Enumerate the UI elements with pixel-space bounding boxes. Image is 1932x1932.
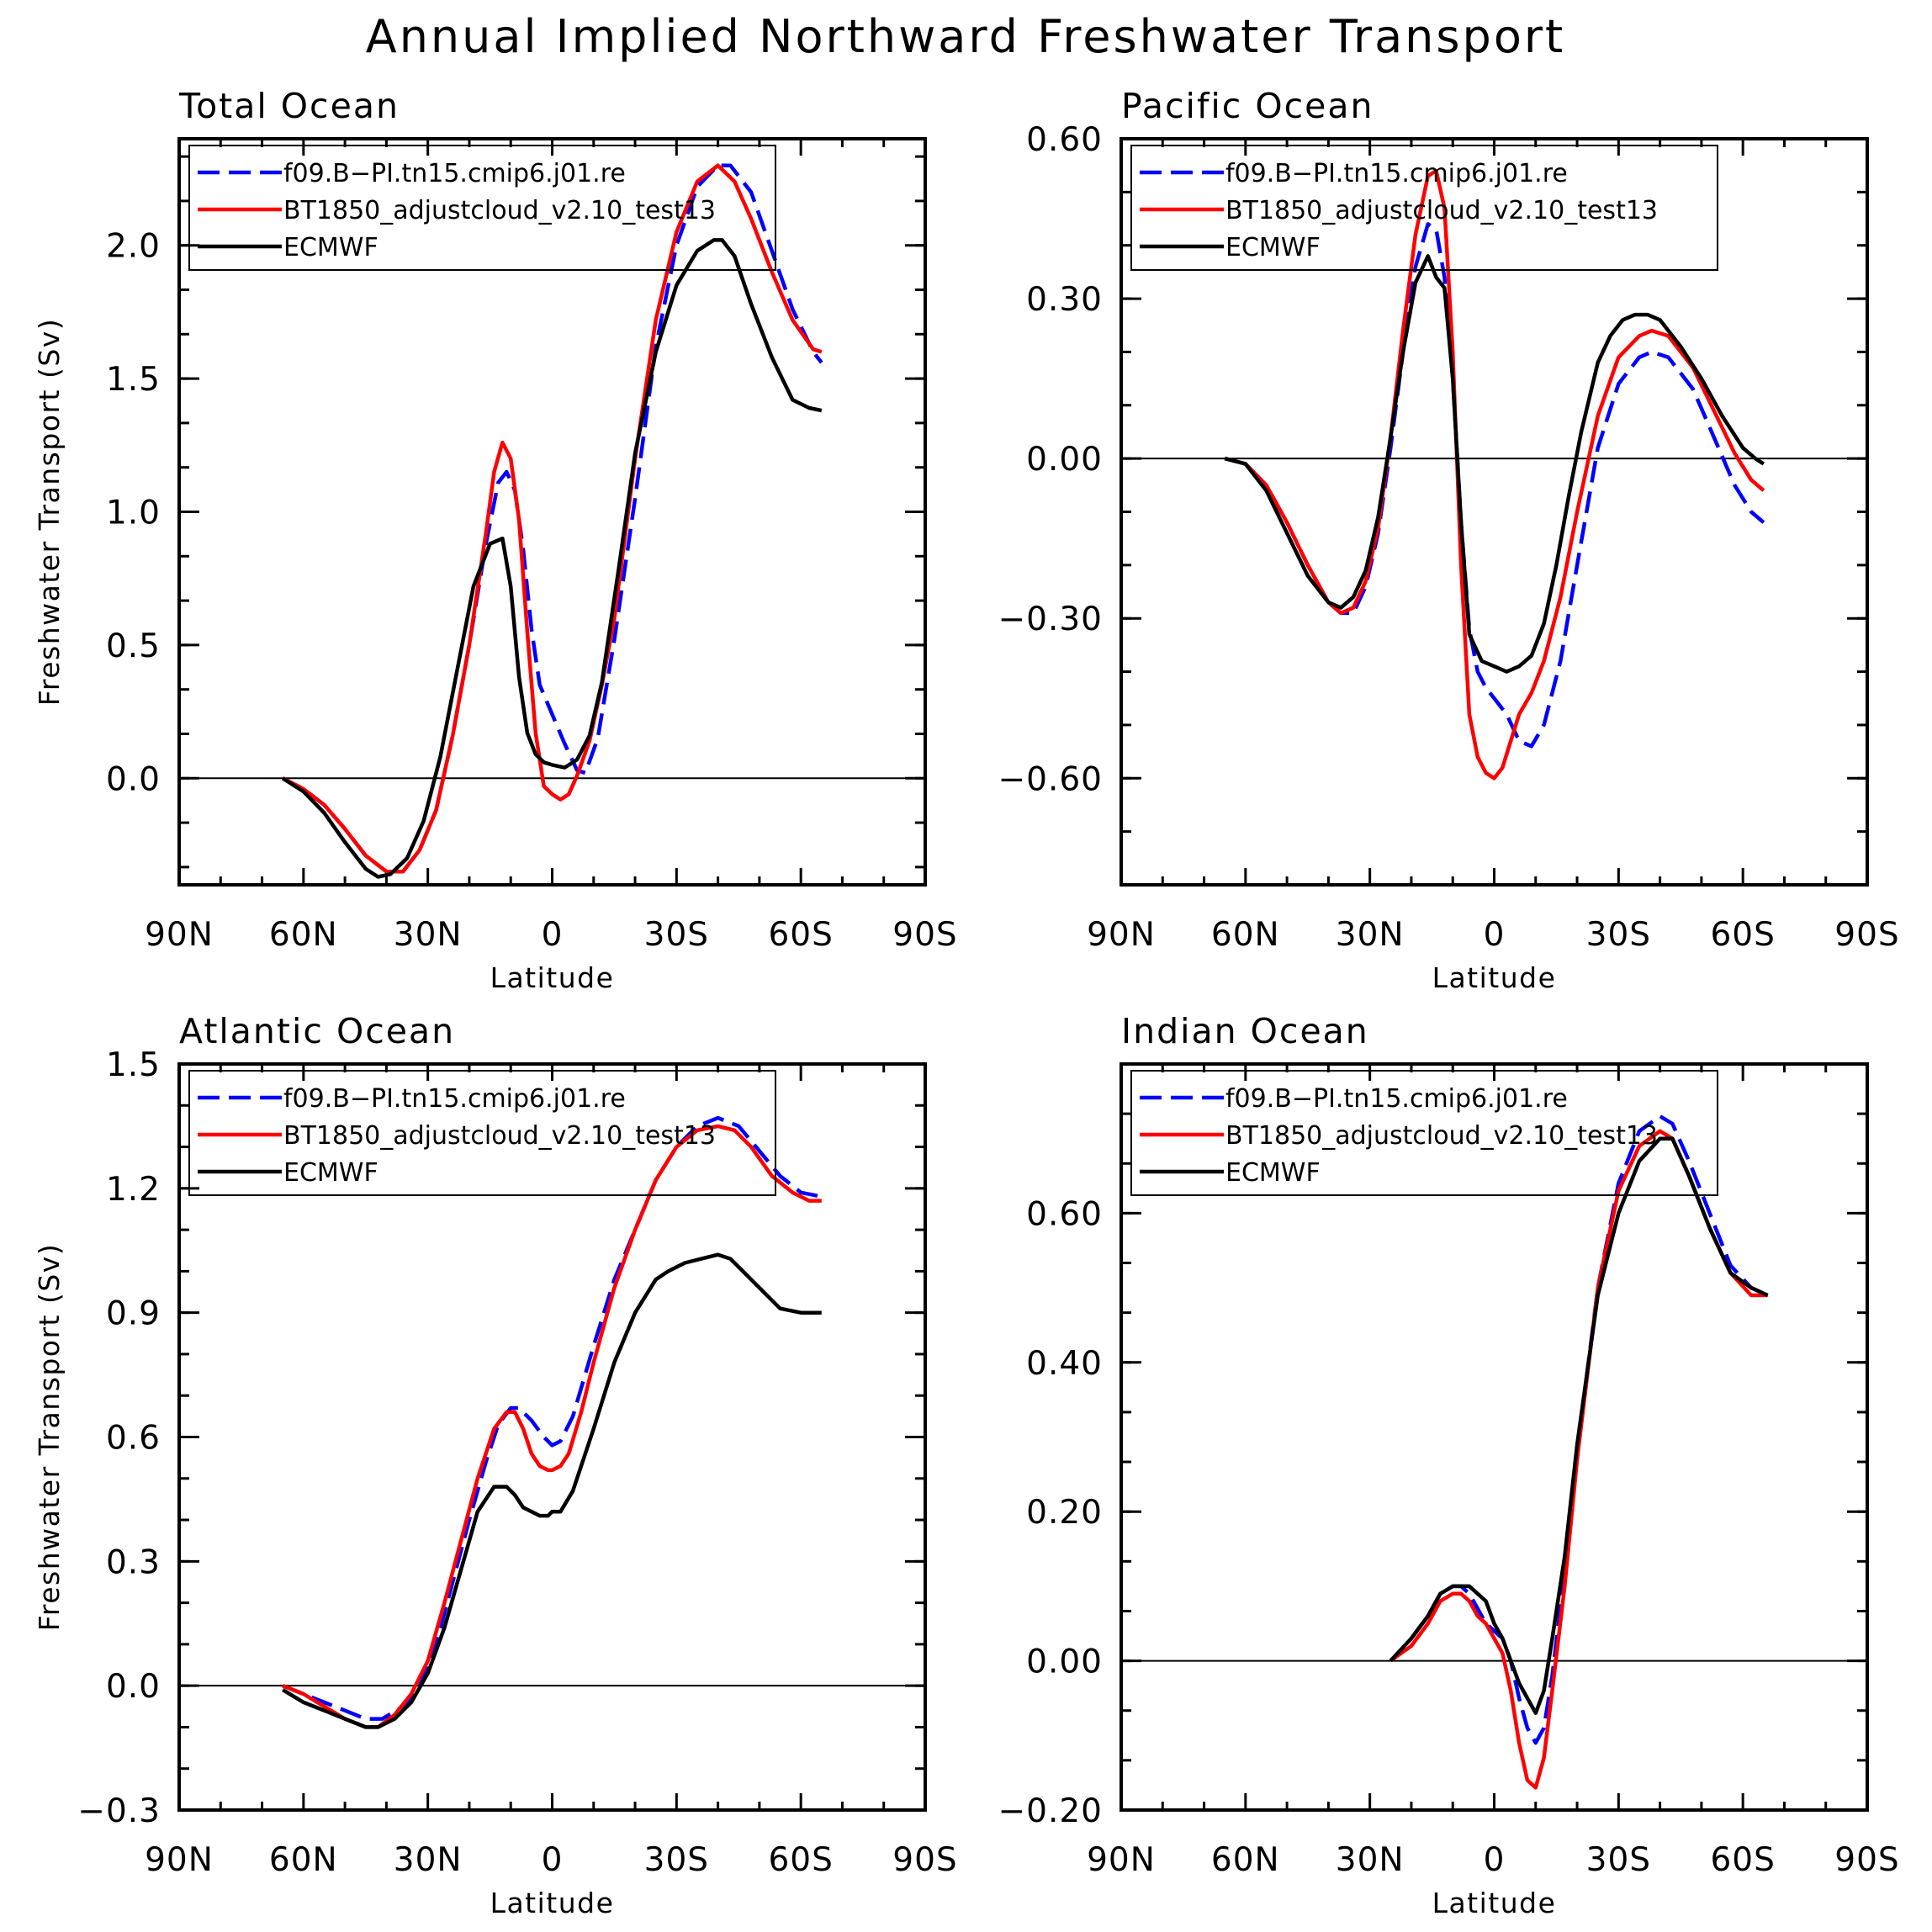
chart-panel-2: Pacific Ocean 90N 60N 30N 0 30S 60S 90S −0.60 −0.… [998, 86, 1899, 994]
x-tick-label: 30S [1586, 916, 1651, 954]
figure-title: Annual Implied Northward Freshwater Tran… [366, 10, 1565, 63]
y-tick-label: −0.60 [998, 760, 1103, 798]
y-tick-label: 0.3 [106, 1543, 161, 1581]
chart-panel-1: Total Ocean 90N 60N 30N 0 30S 60S 90S 0.0 0.5 1.0 1… [33, 86, 957, 994]
x-tick-label: 90S [892, 916, 957, 954]
x-tick-label: 0 [542, 1841, 564, 1879]
series-line-model-f09 [282, 163, 823, 874]
x-tick-label: 30N [394, 1841, 463, 1879]
y-tick-label: 0.0 [106, 1668, 161, 1706]
series-line-ecmwf [281, 238, 823, 879]
x-axis-label: Latitude [1432, 1887, 1557, 1919]
x-tick-label: 90S [1834, 916, 1899, 954]
y-tick-label: 0.30 [1026, 281, 1103, 319]
y-tick-label: 2.0 [106, 228, 161, 266]
series-line-ecmwf [1389, 1136, 1769, 1715]
series-line-model-bt1850 [282, 1124, 822, 1729]
legend-label: BT1850_adjustcloud_v2.10_test13 [1225, 1121, 1658, 1151]
chart-panel-3: Atlantic Ocean 90N 60N 30N 0 30S 60S 90S −0.3 0.0… [33, 1011, 957, 1919]
x-tick-label: 30S [644, 916, 709, 954]
y-tick-label: 1.2 [106, 1171, 161, 1209]
legend-box [188, 145, 776, 271]
legend-label: f09.B−PI.tn15.cmip6.j01.re [283, 159, 626, 188]
legend-label: BT1850_adjustcloud_v2.10_test13 [283, 196, 716, 225]
x-tick-label: 60S [768, 1841, 833, 1879]
y-tick-label: −0.30 [998, 601, 1103, 638]
series-line-model-bt1850 [1224, 168, 1765, 781]
series-line-model-bt1850 [282, 163, 823, 874]
panels: Total Ocean 90N 60N 30N 0 30S 60S 90S 0.0 0.5 1.0 1… [33, 86, 1899, 1919]
y-axis-label: Freshwater Transport (Sv) [33, 1243, 66, 1631]
x-tick-label: 30N [1336, 1841, 1405, 1879]
x-tick-label: 30N [1336, 916, 1405, 954]
legend-box [188, 1070, 776, 1196]
x-tick-label: 60S [1710, 916, 1775, 954]
panel-title: Indian Ocean [1121, 1011, 1369, 1051]
x-tick-label: 90N [1087, 916, 1156, 954]
legend-label: ECMWF [1225, 233, 1321, 262]
y-tick-label: 0.5 [106, 627, 161, 665]
x-axis-label: Latitude [490, 1887, 615, 1919]
x-tick-label: 0 [1484, 1841, 1506, 1879]
x-tick-label: 90S [892, 1841, 957, 1879]
series-line-model-f09 [282, 1115, 823, 1721]
legend-label: ECMWF [283, 233, 378, 262]
x-tick-label: 30N [394, 916, 463, 954]
x-tick-label: 90N [145, 1841, 214, 1879]
x-tick-label: 0 [1484, 916, 1506, 954]
x-tick-label: 30S [644, 1841, 709, 1879]
legend-label: f09.B−PI.tn15.cmip6.j01.re [1225, 159, 1568, 188]
panel-title: Pacific Ocean [1121, 86, 1374, 126]
x-tick-label: 90S [1834, 1841, 1899, 1879]
y-tick-label: 1.5 [106, 361, 161, 399]
y-tick-label: 0.40 [1026, 1345, 1103, 1383]
panel-title: Atlantic Ocean [179, 1011, 455, 1051]
x-axis-label: Latitude [1432, 961, 1557, 994]
legend-label: ECMWF [283, 1158, 378, 1188]
legend-label: BT1850_adjustcloud_v2.10_test13 [1225, 196, 1658, 225]
legend-label: f09.B−PI.tn15.cmip6.j01.re [1225, 1084, 1568, 1114]
x-tick-label: 60S [768, 916, 833, 954]
y-tick-label: 0.20 [1026, 1494, 1103, 1532]
y-tick-label: 0.9 [106, 1295, 161, 1333]
x-tick-label: 30S [1586, 1841, 1651, 1879]
y-tick-label: −0.3 [77, 1792, 161, 1830]
y-tick-label: 0.60 [1026, 121, 1103, 159]
legend-label: ECMWF [1225, 1158, 1321, 1188]
chart-panel-4: Indian Ocean 90N 60N 30N 0 30S 60S 90S −0.20 0.00… [998, 1011, 1899, 1919]
panel-title: Total Ocean [178, 86, 400, 126]
y-tick-label: 1.5 [106, 1046, 161, 1084]
y-tick-label: 0.00 [1026, 441, 1103, 479]
x-tick-label: 90N [1087, 1841, 1156, 1879]
x-tick-label: 60N [269, 916, 338, 954]
x-tick-label: 60N [269, 1841, 338, 1879]
x-tick-label: 60N [1211, 916, 1280, 954]
y-tick-label: 0.60 [1026, 1195, 1103, 1233]
series-line-ecmwf [1224, 254, 1765, 674]
legend-label: BT1850_adjustcloud_v2.10_test13 [283, 1121, 716, 1151]
y-tick-label: 0.0 [106, 760, 161, 798]
y-tick-label: 0.00 [1026, 1644, 1103, 1681]
legend-box [1130, 1070, 1718, 1196]
x-tick-label: 60N [1211, 1841, 1280, 1879]
x-tick-label: 90N [145, 916, 214, 954]
x-tick-label: 0 [542, 916, 564, 954]
y-tick-label: 1.0 [106, 495, 161, 532]
y-tick-label: 0.6 [106, 1420, 161, 1458]
y-tick-label: −0.20 [998, 1792, 1103, 1830]
legend-box [1130, 145, 1718, 271]
series-line-ecmwf [282, 1252, 822, 1729]
y-axis-label: Freshwater Transport (Sv) [33, 318, 66, 706]
legend-label: f09.B−PI.tn15.cmip6.j01.re [283, 1084, 626, 1114]
x-axis-label: Latitude [490, 961, 615, 994]
x-tick-label: 60S [1710, 1841, 1775, 1879]
